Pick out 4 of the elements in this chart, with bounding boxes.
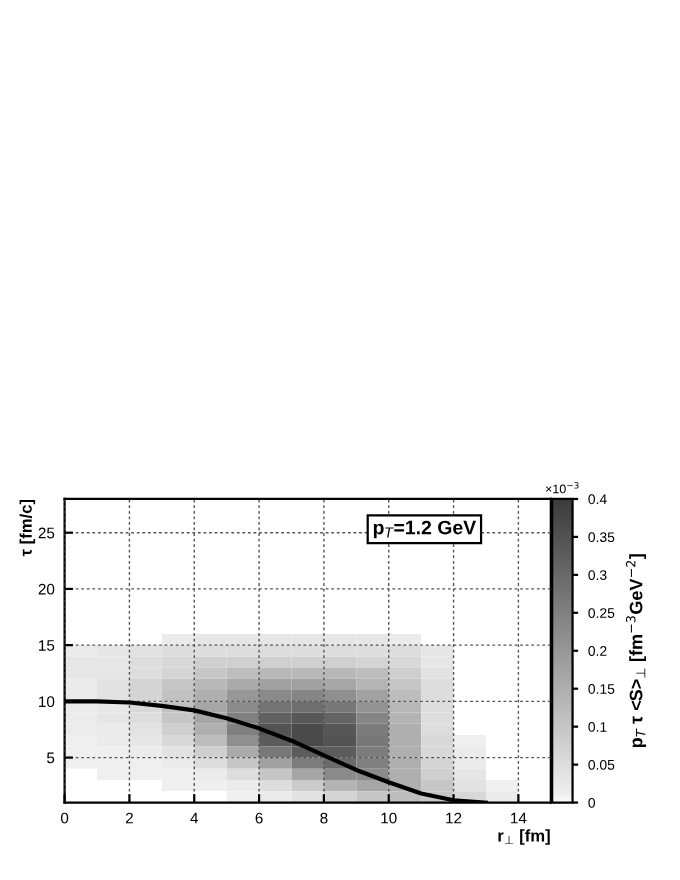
annotation: p$_{T}$=1.2 GeV [373,520,477,539]
x-axis-title: r$_{⊥}$ [fm] [498,829,550,845]
text: p$_{T}$ τ <S>$_{⊥}$ [fm$^{−3}$GeV$^{−2}$] [625,554,647,748]
y-axis-title: τ [fm/c] [19,499,36,557]
